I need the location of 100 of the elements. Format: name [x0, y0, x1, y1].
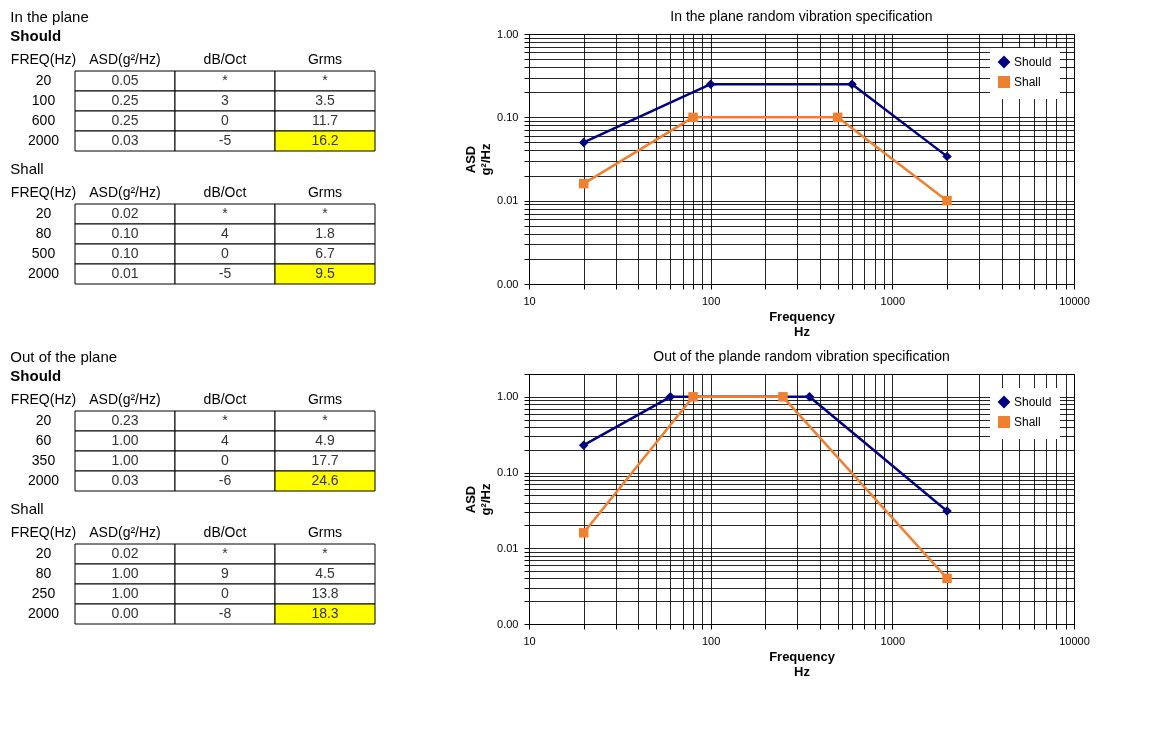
- data-label: 1.8: [315, 225, 335, 241]
- y-tick-label: 0.10: [497, 110, 519, 123]
- data-label: 4: [221, 432, 230, 448]
- y-tick-label: 20: [35, 205, 52, 221]
- y-tick-label: 500: [31, 245, 56, 261]
- x-tick-label: Grms: [307, 390, 343, 407]
- data-label: -5: [218, 265, 232, 281]
- x-tick-label: 100: [701, 294, 721, 307]
- x-tick-label: 100: [701, 634, 721, 647]
- data-label: 11.7: [311, 112, 339, 128]
- text: *: [222, 72, 228, 88]
- y-tick-label: 20: [35, 412, 52, 428]
- x-tick-label: Grms: [307, 50, 343, 67]
- data-label: 0.02: [111, 205, 139, 221]
- data-label: 16.2: [311, 132, 339, 148]
- x-axis-title: Frequency Hz: [769, 308, 836, 339]
- y-tick-label: 80: [35, 225, 52, 241]
- text: *: [222, 412, 228, 428]
- x-tick-label: dB/Oct: [203, 50, 247, 67]
- data-label: 0.10: [111, 225, 139, 241]
- y-tick-label: 60: [35, 432, 52, 448]
- data-label: 0.01: [111, 265, 139, 281]
- chart-subtitle: Should: [10, 27, 62, 44]
- data-label: 18.3: [311, 605, 339, 621]
- x-tick-label: ASD(g²/Hz): [89, 183, 161, 200]
- data-label: 1.00: [111, 432, 139, 448]
- data-label: 0.23: [111, 412, 139, 428]
- y-tick-label: 2000: [27, 605, 60, 621]
- data-label: 1.00: [111, 565, 139, 581]
- data-label: -6: [218, 472, 232, 488]
- x-tick-label: dB/Oct: [203, 183, 247, 200]
- data-label: 0.03: [111, 472, 139, 488]
- y-tick-label: 600: [31, 112, 56, 128]
- legend-label: Shall: [1014, 75, 1041, 89]
- data-label: 1.00: [111, 585, 139, 601]
- y-axis-title: FREQ(Hz): [10, 523, 77, 540]
- y-tick-label: 100: [31, 92, 56, 108]
- data-label: 0.25: [111, 112, 139, 128]
- x-tick-label: dB/Oct: [203, 523, 247, 540]
- y-axis-title: FREQ(Hz): [10, 183, 77, 200]
- data-label: 9: [221, 565, 230, 581]
- chart-title: In the plane: [10, 8, 89, 25]
- text: *: [322, 412, 328, 428]
- y-tick-label: 1.00: [497, 390, 519, 403]
- chart-title: Out of the plane: [10, 348, 118, 365]
- y-tick-label: 0.01: [497, 541, 519, 554]
- x-tick-label: 10: [523, 634, 536, 647]
- y-tick-label: 2000: [27, 265, 60, 281]
- text: *: [222, 205, 228, 221]
- x-tick-label: 1000: [880, 634, 906, 647]
- data-label: 4.5: [315, 565, 335, 581]
- y-tick-label: 350: [31, 452, 56, 468]
- y-axis-title: FREQ(Hz): [10, 50, 77, 67]
- chart-title: Shall: [10, 160, 44, 177]
- y-tick-label: 250: [31, 585, 56, 601]
- data-label: 0.25: [111, 92, 139, 108]
- y-tick-label: 2000: [27, 132, 60, 148]
- y-tick-label: 0.00: [497, 617, 519, 630]
- chart-title: Shall: [10, 500, 44, 517]
- legend-label: Should: [1014, 395, 1052, 409]
- x-tick-label: dB/Oct: [203, 390, 247, 407]
- data-label: -8: [218, 605, 232, 621]
- x-tick-label: ASD(g²/Hz): [89, 523, 161, 540]
- x-tick-label: 10000: [1059, 294, 1090, 307]
- data-label: 1.00: [111, 452, 139, 468]
- data-label: 0.00: [111, 605, 139, 621]
- chart-subtitle: Should: [10, 367, 62, 384]
- data-label: 0: [221, 112, 230, 128]
- data-label: -5: [218, 132, 232, 148]
- y-tick-label: 2000: [27, 472, 60, 488]
- data-label: 13.8: [311, 585, 339, 601]
- x-tick-label: ASD(g²/Hz): [89, 50, 161, 67]
- data-label: 17.7: [311, 452, 339, 468]
- y-axis-title: ASD g²/Hz: [463, 483, 494, 516]
- data-label: 3.5: [315, 92, 335, 108]
- data-label: 0.10: [111, 245, 139, 261]
- y-axis-title: ASD g²/Hz: [463, 143, 494, 176]
- legend-label: Shall: [1014, 415, 1041, 429]
- data-label: 6.7: [315, 245, 335, 261]
- x-tick-label: Grms: [307, 523, 343, 540]
- text: *: [222, 545, 228, 561]
- x-tick-label: 10000: [1059, 634, 1090, 647]
- data-label: 0.02: [111, 545, 139, 561]
- y-tick-label: 0.10: [497, 466, 519, 479]
- text: *: [322, 205, 328, 221]
- y-axis-title: FREQ(Hz): [10, 390, 77, 407]
- data-label: 0.03: [111, 132, 139, 148]
- data-label: 4.9: [315, 432, 335, 448]
- x-tick-label: Grms: [307, 183, 343, 200]
- chart-title: Out of the plande random vibration specification: [653, 348, 950, 364]
- data-label: 3: [221, 92, 230, 108]
- y-tick-label: 20: [35, 72, 52, 88]
- x-axis-title: Frequency Hz: [769, 648, 836, 679]
- data-label: 0: [221, 245, 230, 261]
- text: *: [322, 72, 328, 88]
- chart-title: In the plane random vibration specification: [670, 8, 933, 24]
- data-label: 0: [221, 585, 230, 601]
- y-tick-label: 20: [35, 545, 52, 561]
- legend-label: Should: [1014, 55, 1052, 69]
- data-label: 0.05: [111, 72, 139, 88]
